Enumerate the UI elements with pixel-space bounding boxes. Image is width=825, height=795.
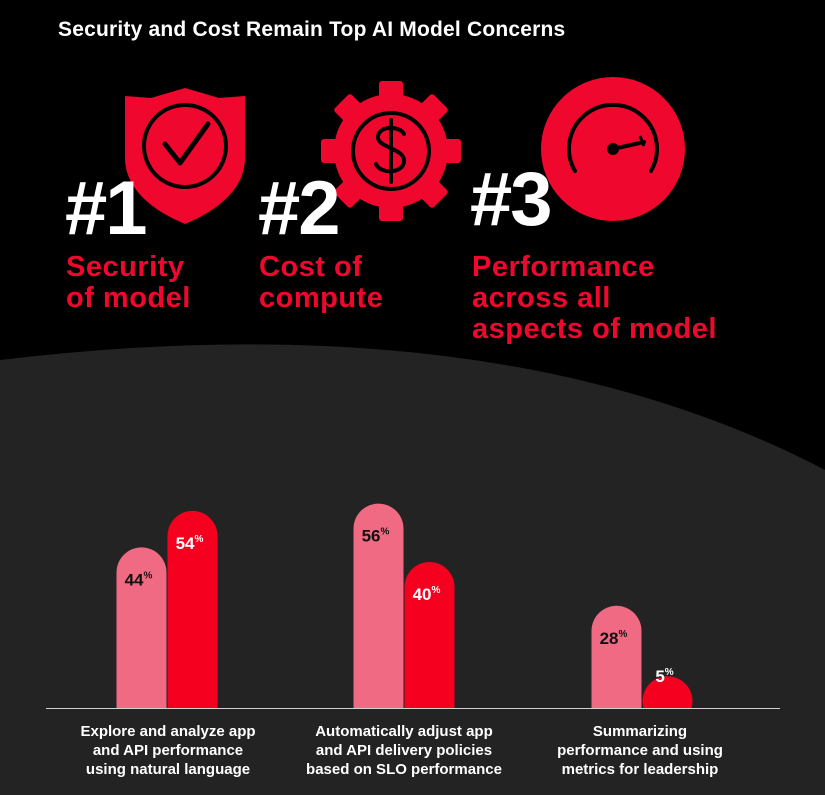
category-3-line1: Summarizing [592,723,688,740]
concern-2-line2: compute [259,282,384,314]
shield-check-icon [125,88,245,224]
category-label-2: Automatically adjust app and API deliver… [282,722,526,779]
rank-2: #2 [258,166,341,251]
concern-3-line3: aspects of model [472,313,717,345]
bar-series1-category2 [353,503,404,708]
rank-1: #1 [65,166,148,251]
rank-3: #3 [470,157,553,242]
category-3-line2: performance and using [557,742,723,759]
bar-series1-category3 [591,605,642,708]
category-3-line3: metrics for leadership [561,761,719,778]
category-1-line2: and API performance [92,742,244,759]
category-2-line3: based on SLO performance [306,761,502,778]
concern-2-line1: Cost of [259,251,363,283]
gear-dollar-icon [321,81,461,221]
category-label-3: Summarizing performance and using metric… [518,722,762,779]
category-1-line3: using natural language [85,761,251,778]
concern-1-line1: Security [66,251,185,283]
bar-series1-category1 [116,547,167,708]
concern-3-label: Performance across all aspects of model [472,252,717,345]
speedometer-icon [541,77,685,221]
concern-3-line1: Performance [472,251,655,283]
page-title: Security and Cost Remain Top AI Model Co… [58,18,566,41]
concern-3-line2: across all [472,282,611,314]
category-2-line2: and API delivery policies [315,742,493,759]
category-label-1: Explore and analyze app and API performa… [46,722,290,779]
category-2-line1: Automatically adjust app [315,723,493,740]
category-1-line1: Explore and analyze app [80,723,256,740]
concern-2-label: Cost of compute [259,252,383,314]
bar-series2-category1 [167,510,218,708]
concern-1-label: Security of model [66,252,191,314]
concern-1-line2: of model [66,282,191,314]
bar-series2-category3 [642,676,693,708]
bar-series2-category2 [404,562,455,708]
